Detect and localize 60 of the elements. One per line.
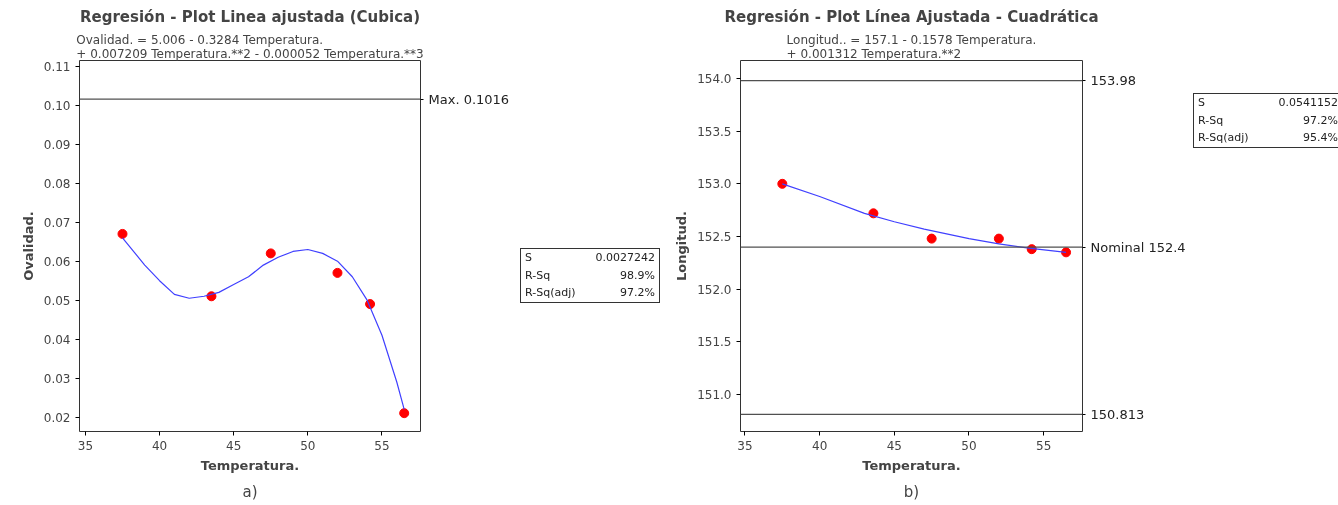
text: 0.0541152	[1277, 95, 1338, 111]
y-tick-label: 0.02	[43, 410, 71, 425]
text: 98.9%	[619, 267, 656, 284]
point	[265, 248, 276, 259]
chart-title: Regresión - Plot Linea ajustada (Cubica)	[79, 7, 421, 26]
y-tick-label: 151.5	[697, 335, 732, 350]
ref-line-label: Nominal 152.4	[1090, 239, 1186, 255]
text: 97.2%	[1302, 112, 1338, 129]
y-tick-label: 152.0	[697, 282, 732, 297]
text: 95.4%	[1302, 130, 1338, 147]
x-axis-title: Temperatura.	[862, 457, 961, 473]
x-tick-label: 55	[1036, 438, 1052, 453]
ref-line-label: 150.813	[1090, 406, 1145, 422]
chart-subtitle: Ovalidad. = 5.006 - 0.3284 Temperatura. + 0.007209 Temperatura.**2 - 0.000052 Temperatura.**3	[76, 32, 424, 61]
text: R-Sq	[1197, 112, 1225, 129]
point	[117, 228, 128, 239]
y-tick-label: 0.08	[43, 176, 71, 191]
y-tick-label: 151.0	[697, 388, 732, 403]
text: S	[524, 250, 533, 266]
point	[993, 233, 1004, 244]
point	[399, 408, 410, 419]
y-tick-label: 154.0	[697, 71, 732, 86]
y-tick-label: 0.03	[43, 371, 71, 386]
point	[926, 233, 937, 244]
text: S	[1197, 95, 1206, 111]
x-tick-label: 55	[374, 438, 390, 453]
text: a)	[242, 482, 258, 501]
y-tick-label: 153.0	[697, 177, 732, 192]
text: 97.2%	[619, 285, 656, 302]
text: b)	[903, 482, 920, 501]
point	[777, 178, 788, 189]
x-tick-label: 50	[300, 438, 316, 453]
text: R-Sq(adj)	[1197, 130, 1250, 147]
text: 0.0027242	[594, 250, 656, 266]
x-tick-label: 35	[737, 438, 753, 453]
y-axis-title: Longitud.	[674, 211, 690, 281]
text: R-Sq	[524, 267, 552, 284]
chart-subtitle: Longitud.. = 157.1 - 0.1578 Temperatura. + 0.001312 Temperatura.**2	[786, 32, 1037, 61]
y-tick-label: 153.5	[697, 124, 732, 139]
x-tick-label: 50	[961, 438, 977, 453]
y-tick-label: 0.10	[43, 98, 71, 113]
x-tick-label: 40	[151, 438, 168, 453]
x-tick-label: 45	[226, 438, 242, 453]
y-tick-label: 0.05	[43, 293, 71, 308]
x-axis-title: Temperatura.	[200, 457, 300, 473]
x-tick-label: 45	[886, 438, 902, 453]
x-tick-label: 35	[77, 438, 94, 453]
text: R-Sq(adj)	[524, 285, 577, 302]
y-tick-label: 0.04	[43, 332, 71, 347]
x-tick-label: 40	[812, 438, 828, 453]
y-tick-label: 0.07	[43, 215, 71, 230]
chart-title: Regresión - Plot Línea Ajustada - Cuadrática	[724, 7, 1099, 26]
y-tick-label: 0.11	[43, 59, 71, 74]
point	[332, 267, 343, 278]
y-axis-title: Ovalidad.	[20, 211, 36, 281]
ref-line-label: Max. 0.1016	[428, 91, 510, 107]
y-tick-label: 0.06	[43, 254, 71, 269]
y-tick-label: 152.5	[697, 230, 732, 245]
ref-line-label: 153.98	[1090, 73, 1136, 89]
y-tick-label: 0.09	[43, 137, 71, 152]
